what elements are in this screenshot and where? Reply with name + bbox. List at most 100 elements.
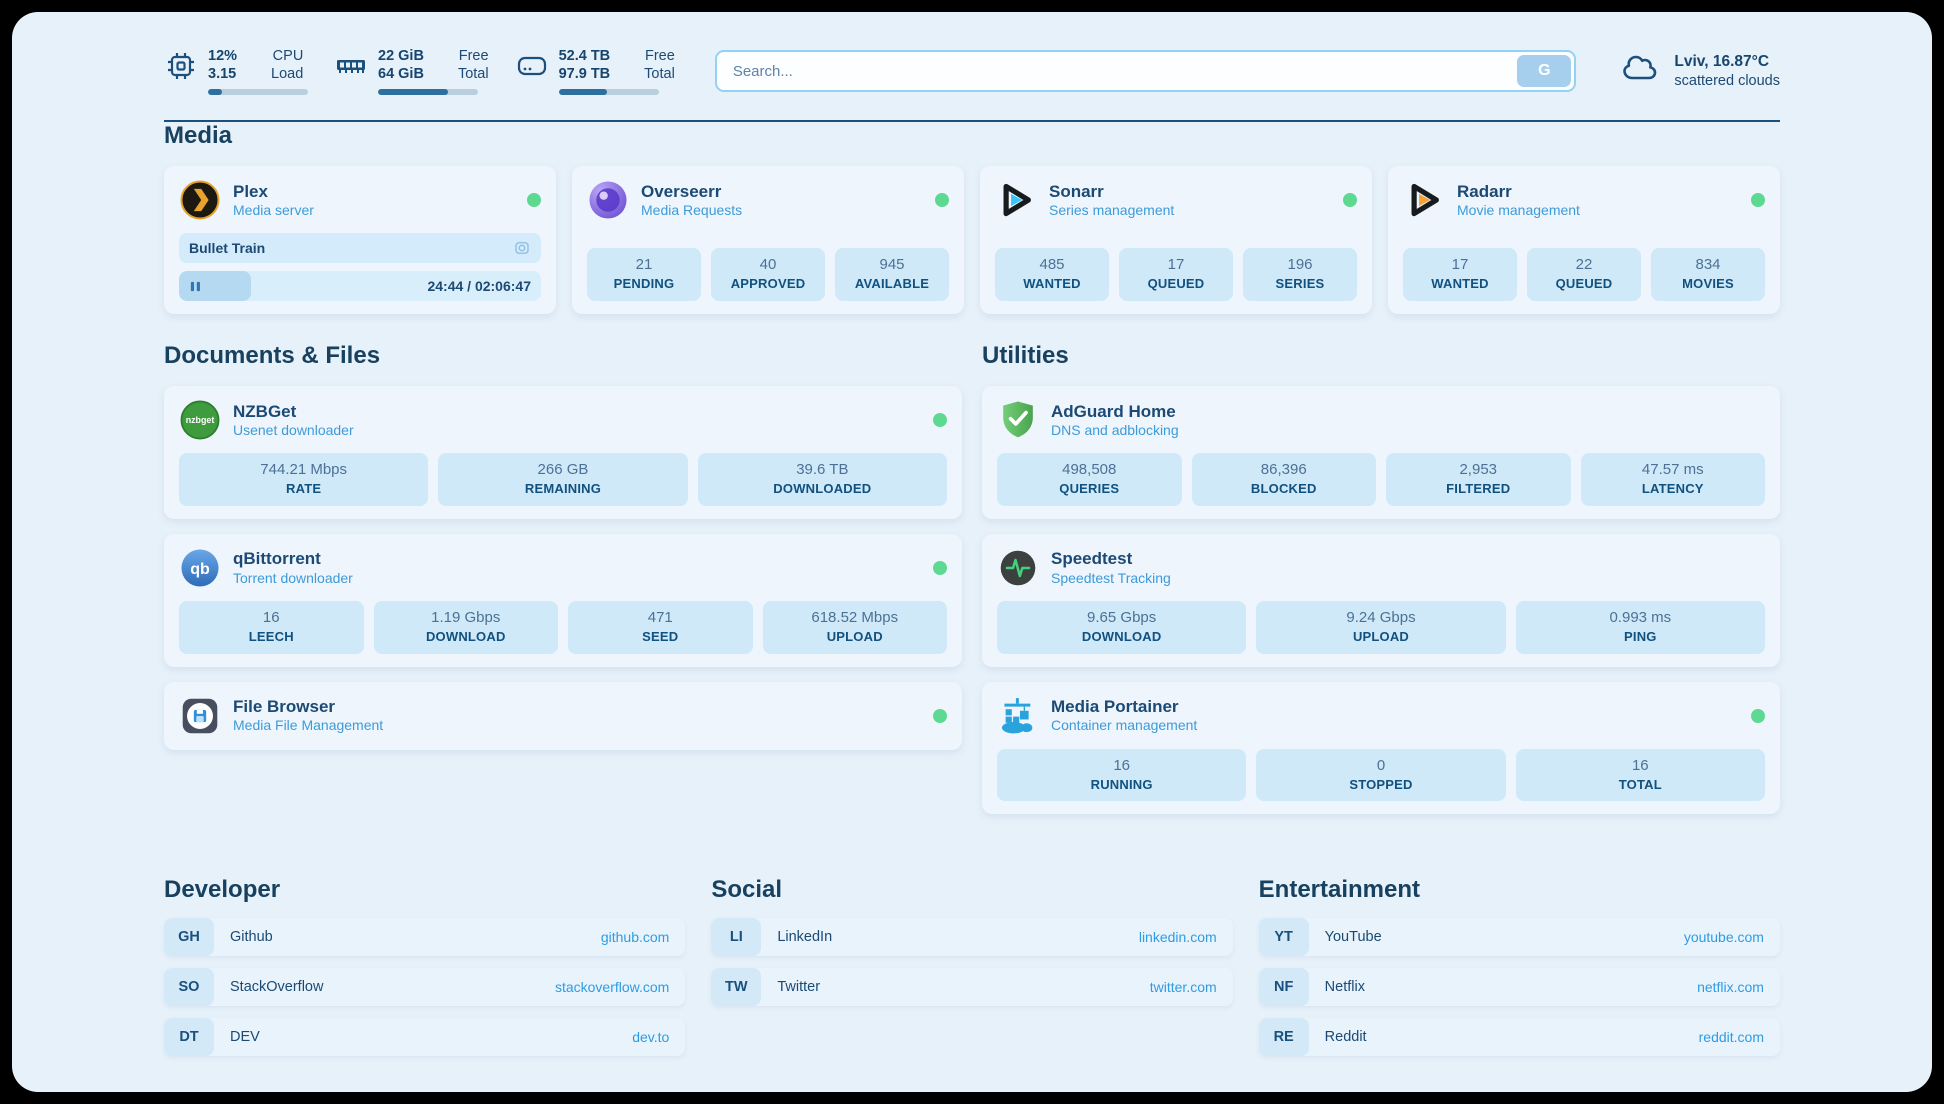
disk-progress-fill — [558, 89, 607, 96]
portainer-card[interactable]: Media Portainer Container management 16 … — [982, 681, 1780, 815]
bookmark-github[interactable]: GH Github github.com — [164, 918, 686, 957]
plex-card[interactable]: Plex Media server Bullet Train — [164, 166, 556, 314]
stat-value: 0.993 ms — [1609, 608, 1672, 626]
bookmark-abbr: GH — [164, 918, 214, 957]
stat-box: 16 LEECH — [179, 600, 364, 654]
bookmark-dev[interactable]: DT DEV dev.to — [164, 1018, 686, 1057]
stat-value: 834 — [1695, 256, 1721, 274]
cloud-icon — [1620, 48, 1662, 95]
bookmark-youtube[interactable]: YT YouTube youtube.com — [1258, 918, 1780, 957]
ram-total-value: 64 GiB — [378, 66, 424, 82]
media-section-title: Media — [164, 122, 233, 149]
stat-value: 86,396 — [1260, 461, 1307, 478]
adguard-card[interactable]: AdGuard Home DNS and adblocking 498,508 … — [982, 386, 1780, 519]
stat-box: 16 TOTAL — [1515, 748, 1765, 802]
stat-label: REMAINING — [524, 481, 602, 497]
sonarr-card[interactable]: Sonarr Series management 485 WANTED 17 Q… — [980, 166, 1372, 314]
stat-value: 17 — [1451, 256, 1469, 274]
stat-box: 0 STOPPED — [1256, 748, 1506, 802]
bookmarks-area: Developer GH Github github.com SO StackO… — [164, 876, 1780, 1092]
hardware-monitors: 12% 3.15 CPU Load — [164, 47, 675, 96]
bookmark-name: Reddit — [1324, 1029, 1367, 1046]
stat-label: QUEUED — [1555, 276, 1613, 292]
stat-box: 17 WANTED — [1403, 248, 1517, 301]
bookmark-twitter[interactable]: TW Twitter twitter.com — [711, 968, 1233, 1007]
stat-value: 9.24 Gbps — [1346, 608, 1416, 626]
app-name: NZBGet — [233, 401, 297, 421]
now-playing-title: Bullet Train — [189, 240, 266, 256]
plex-icon — [179, 179, 221, 221]
stat-box: 485 WANTED — [995, 248, 1109, 301]
app-subtitle: Container management — [1051, 717, 1198, 734]
stat-value: 17 — [1167, 256, 1185, 274]
stat-value: 16 — [262, 608, 280, 626]
stat-label: UPLOAD — [1352, 629, 1410, 645]
ram-free-value: 22 GiB — [378, 47, 424, 64]
stat-value: 471 — [647, 608, 673, 626]
stat-value: 744.21 Mbps — [260, 461, 348, 478]
stat-label: RATE — [286, 481, 322, 497]
stat-box: 196 SERIES — [1243, 248, 1357, 301]
qbittorrent-card[interactable]: qb qBittorrent Torrent downloader 16 LEE… — [164, 533, 962, 667]
bookmark-name: Twitter — [777, 979, 821, 996]
radarr-card[interactable]: Radarr Movie management 17 WANTED 22 QUE… — [1388, 166, 1780, 314]
stat-label: SEED — [642, 629, 679, 645]
bookmark-url: dev.to — [632, 1029, 670, 1046]
speedtest-card[interactable]: Speedtest Speedtest Tracking 9.65 Gbps D… — [982, 533, 1780, 667]
filebrowser-card[interactable]: File Browser Media File Management — [164, 681, 962, 750]
stat-label: DOWNLOAD — [425, 629, 506, 645]
status-dot — [935, 193, 949, 207]
disk-progress-bar — [558, 89, 659, 96]
entertainment-section-title: Entertainment — [1258, 876, 1421, 904]
status-dot — [933, 560, 947, 575]
stat-box: 16 RUNNING — [997, 748, 1247, 802]
bookmark-linkedin[interactable]: LI LinkedIn linkedin.com — [711, 918, 1233, 957]
disk-free-value: 52.4 TB — [558, 47, 611, 64]
status-dot — [1751, 193, 1765, 207]
app-subtitle: Media File Management — [233, 717, 384, 734]
stat-label: QUEUED — [1147, 276, 1205, 292]
app-name: Media Portainer — [1051, 697, 1179, 717]
bookmark-stackoverflow[interactable]: SO StackOverflow stackoverflow.com — [164, 968, 686, 1007]
app-subtitle: Torrent downloader — [233, 569, 353, 586]
disk-total-label: Total — [644, 66, 675, 82]
bookmark-netflix[interactable]: NF Netflix netflix.com — [1258, 968, 1780, 1007]
ram-monitor: 22 GiB 64 GiB Free Total — [334, 47, 489, 96]
stat-label: DOWNLOADED — [773, 481, 872, 497]
cpu-load-value: 3.15 — [208, 66, 237, 82]
weather-condition: scattered clouds — [1674, 72, 1780, 89]
stat-label: AVAILABLE — [854, 276, 930, 292]
camera-icon — [513, 239, 531, 257]
bookmark-url: linkedin.com — [1138, 929, 1217, 946]
nzbget-card[interactable]: nzbget NZBGet Usenet downloader 744.21 M… — [164, 386, 962, 519]
search-engine-button[interactable]: G — [1517, 55, 1572, 87]
documents-column: Documents & Files nzbget NZBGet U — [164, 342, 962, 814]
sonarr-icon — [995, 179, 1037, 221]
bookmark-abbr: DT — [164, 1018, 214, 1057]
stat-label: WANTED — [1023, 276, 1081, 292]
stat-value: 40 — [759, 256, 777, 274]
stat-value: 0 — [1376, 756, 1386, 774]
radarr-icon — [1403, 179, 1445, 221]
stat-label: RUNNING — [1090, 776, 1153, 792]
disk-monitor: 52.4 TB 97.9 TB Free Total — [515, 47, 675, 96]
app-name: Speedtest — [1051, 549, 1133, 569]
media-grid: Plex Media server Bullet Train — [164, 166, 1780, 314]
bookmark-reddit[interactable]: RE Reddit reddit.com — [1258, 1018, 1780, 1057]
weather-location: Lviv, 16.87°C — [1674, 52, 1770, 70]
utilities-column: Utilities — [982, 342, 1780, 815]
stat-box: 471 SEED — [568, 600, 753, 654]
bookmark-abbr: SO — [164, 968, 214, 1007]
playback-progress-bar: 24:44 / 02:06:47 — [179, 271, 541, 301]
search-input[interactable] — [714, 50, 1577, 92]
app-subtitle: Usenet downloader — [233, 421, 354, 438]
app-subtitle: Speedtest Tracking — [1051, 569, 1171, 586]
disk-icon — [515, 47, 549, 88]
stat-value: 16 — [1113, 756, 1130, 774]
stat-label: TOTAL — [1618, 776, 1662, 792]
cpu-usage-label: CPU — [272, 47, 304, 64]
playback-time: 24:44 / 02:06:47 — [427, 278, 531, 294]
stat-label: SERIES — [1275, 276, 1325, 292]
bookmark-abbr: LI — [711, 918, 762, 957]
overseerr-card[interactable]: Overseerr Media Requests 21 PENDING 40 A… — [572, 166, 964, 314]
